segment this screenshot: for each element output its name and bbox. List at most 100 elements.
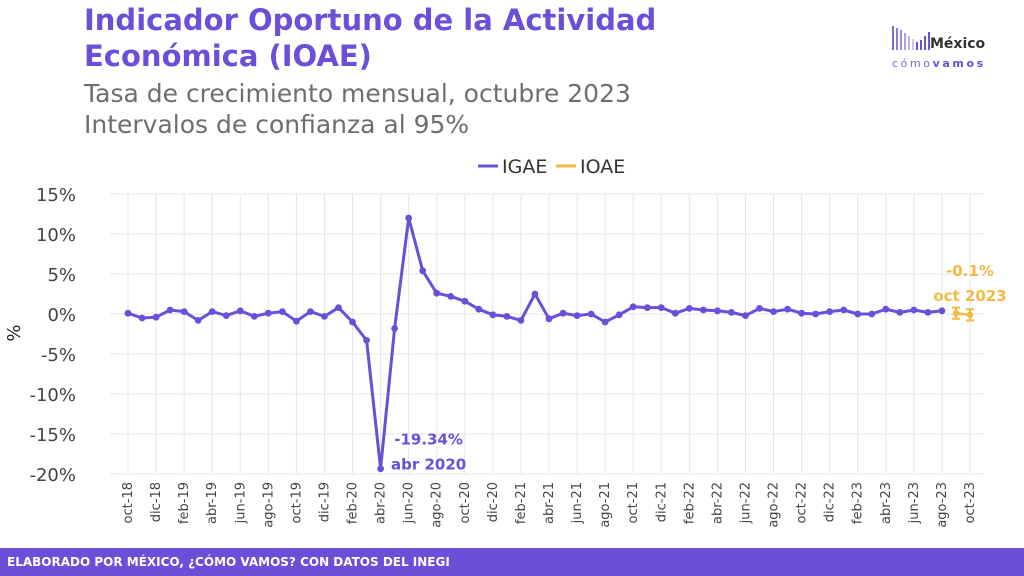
data-point-igae (601, 318, 609, 326)
data-point-igae (657, 304, 665, 311)
y-gridlines (110, 193, 984, 475)
data-point-igae (671, 309, 679, 317)
x-tick-label: oct-21 (626, 482, 641, 523)
data-point-igae (321, 313, 328, 320)
x-tick-label: ago-21 (598, 482, 613, 528)
x-tick-label: oct-18 (121, 482, 136, 523)
chart-title: Indicador Oportuno de la Actividad Econó… (84, 3, 657, 73)
annotation-date: abr 2020 (391, 456, 466, 474)
data-point-igae (545, 315, 553, 323)
annotation-value: -19.34% (394, 431, 463, 449)
legend-label-ioae: IOAE (580, 156, 625, 178)
data-point-igae (938, 307, 946, 315)
data-point-igae (615, 311, 623, 319)
data-point-igae (756, 305, 763, 312)
y-axis-ticks: 15% 10% 5% 0% -5% -10% -15% -20% (29, 185, 76, 486)
data-point-igae (208, 308, 216, 315)
data-point-igae (419, 267, 427, 275)
annotation-value: -0.1% (946, 262, 994, 280)
data-point-igae (138, 314, 146, 322)
data-point-igae (433, 289, 441, 297)
y-tick-label: -15% (29, 425, 76, 446)
logo-sub-a: cómo (892, 57, 933, 70)
x-tick-label: dic-22 (823, 482, 838, 522)
data-point-igae (250, 313, 258, 320)
data-point-igae (629, 303, 637, 311)
data-point-igae (391, 325, 399, 332)
subtitle-line-1: Tasa de crecimiento mensual, octubre 202… (84, 79, 631, 108)
data-point-igae (868, 310, 876, 318)
chart-annotations: -19.34% abr 2020 -0.1% oct 2023 (391, 262, 1007, 474)
series-ioae (951, 306, 974, 322)
data-point-igae (587, 310, 595, 318)
series-points-igae (124, 214, 946, 473)
data-point-igae (461, 297, 469, 305)
logo-subtitle: cómovamos (892, 57, 986, 70)
x-tick-label: abr-19 (205, 482, 220, 524)
y-tick-label: -20% (29, 465, 76, 486)
y-tick-label: 5% (47, 265, 76, 286)
data-point-igae (784, 305, 791, 313)
x-tick-label: abr-21 (542, 482, 557, 524)
logo-sub-b: vamos (932, 57, 986, 70)
data-point-igae (798, 309, 805, 317)
footer-source: ELABORADO POR MÉXICO, ¿CÓMO VAMOS? CON D… (0, 548, 1024, 576)
data-point-igae (475, 305, 483, 313)
x-tick-label: ago-22 (767, 482, 782, 528)
line-chart: IGAE IOAE % 15% 10% 5% 0% -5% -10% -15% -20% oc… (4, 156, 1007, 528)
data-point-igae (826, 308, 834, 315)
x-tick-label: jun-22 (738, 482, 753, 524)
data-point-ioae (966, 311, 974, 318)
data-point-igae (335, 304, 342, 311)
y-tick-label: 0% (47, 305, 76, 326)
legend-label-igae: IGAE (502, 156, 547, 178)
data-point-igae (180, 308, 188, 315)
x-gridlines (127, 194, 971, 474)
x-tick-label: ago-23 (935, 482, 950, 528)
x-tick-label: jun-19 (233, 482, 248, 524)
x-tick-label: oct-19 (289, 482, 304, 523)
y-tick-label: -5% (41, 345, 76, 366)
logo-bars-icon (892, 26, 930, 50)
x-tick-label: feb-21 (514, 482, 529, 524)
x-tick-label: abr-20 (374, 482, 389, 524)
y-tick-label: 10% (36, 225, 76, 246)
x-tick-label: abr-23 (879, 482, 894, 524)
chart-legend: IGAE IOAE (478, 156, 625, 178)
data-point-igae (770, 308, 777, 315)
x-tick-label: dic-20 (486, 482, 501, 522)
x-tick-label: ago-20 (430, 482, 445, 528)
x-tick-label: feb-23 (851, 482, 866, 524)
data-point-igae (910, 306, 918, 314)
y-axis-label: % (4, 324, 25, 341)
data-point-igae (573, 312, 581, 319)
data-point-igae (882, 305, 890, 313)
data-point-igae (685, 305, 693, 312)
data-point-igae (559, 309, 567, 317)
chart-subtitle: Tasa de crecimiento mensual, octubre 202… (84, 78, 631, 140)
data-point-igae (363, 337, 370, 344)
data-point-igae (278, 308, 286, 315)
data-point-igae (194, 317, 202, 324)
data-point-igae (377, 465, 384, 473)
data-point-igae (854, 310, 862, 318)
x-tick-label: jun-20 (402, 482, 417, 524)
data-point-igae (840, 306, 848, 314)
data-point-igae (699, 306, 707, 314)
subtitle-line-2: Intervalos de confianza al 95% (84, 110, 470, 139)
x-tick-label: feb-19 (177, 482, 192, 524)
data-point-igae (643, 304, 651, 311)
data-point-igae (222, 312, 230, 319)
data-point-igae (405, 214, 413, 222)
x-tick-label: dic-21 (654, 482, 669, 522)
data-point-igae (517, 317, 525, 324)
x-tick-label: oct-23 (963, 482, 978, 523)
x-tick-label: ago-19 (261, 482, 276, 528)
data-point-igae (166, 306, 174, 314)
x-tick-label: oct-20 (458, 482, 473, 523)
data-point-igae (349, 318, 356, 326)
data-point-igae (307, 308, 314, 315)
mexico-como-vamos-logo: México cómovamos (890, 24, 1010, 84)
y-tick-label: 15% (36, 185, 76, 206)
data-point-igae (293, 317, 300, 325)
